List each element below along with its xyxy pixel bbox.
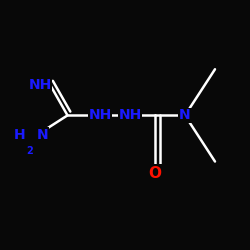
Text: NH: NH [118,108,142,122]
Text: N: N [36,128,48,141]
Text: N: N [179,108,191,122]
Text: NH: NH [28,78,52,92]
Text: 2: 2 [26,146,33,156]
Text: H: H [14,128,25,141]
Text: O: O [148,166,162,180]
Text: NH: NH [88,108,112,122]
